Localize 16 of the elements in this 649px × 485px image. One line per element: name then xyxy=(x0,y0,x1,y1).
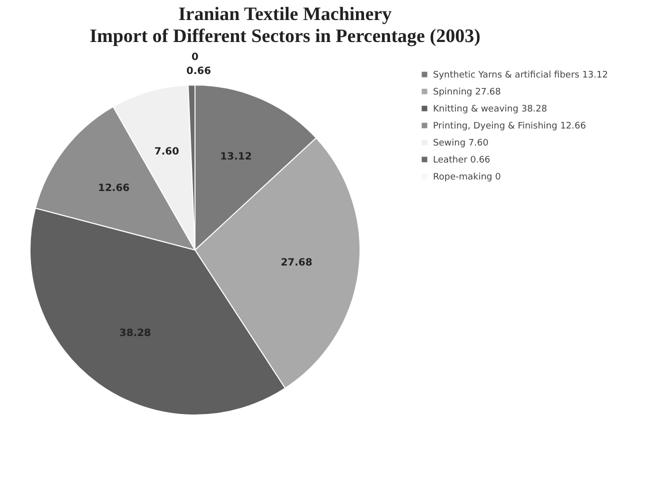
legend-label: Knitting & weaving 38.28 xyxy=(433,104,548,114)
legend-label: Synthetic Yarns & artificial fibers 13.12 xyxy=(433,70,608,80)
legend-label: Sewing 7.60 xyxy=(433,138,489,148)
chart-title: Iranian Textile Machinery xyxy=(178,4,392,25)
data-label: 7.60 xyxy=(154,146,180,158)
data-label: 27.68 xyxy=(280,258,312,269)
legend-label: Rope-making 0 xyxy=(433,172,502,182)
chart-subtitle: Import of Different Sectors in Percentage (2003) xyxy=(90,26,480,47)
legend-label: Spinning 27.68 xyxy=(433,88,502,98)
data-label: 13.12 xyxy=(220,151,252,162)
data-label: 12.66 xyxy=(98,182,130,194)
legend-label: Leather 0.66 xyxy=(433,156,491,166)
text: 0 xyxy=(192,52,198,63)
data-label: 38.28 xyxy=(119,328,152,339)
data-label: 0.66 xyxy=(186,66,212,78)
legend-label: Printing, Dyeing & Finishing 12.66 xyxy=(433,122,586,132)
